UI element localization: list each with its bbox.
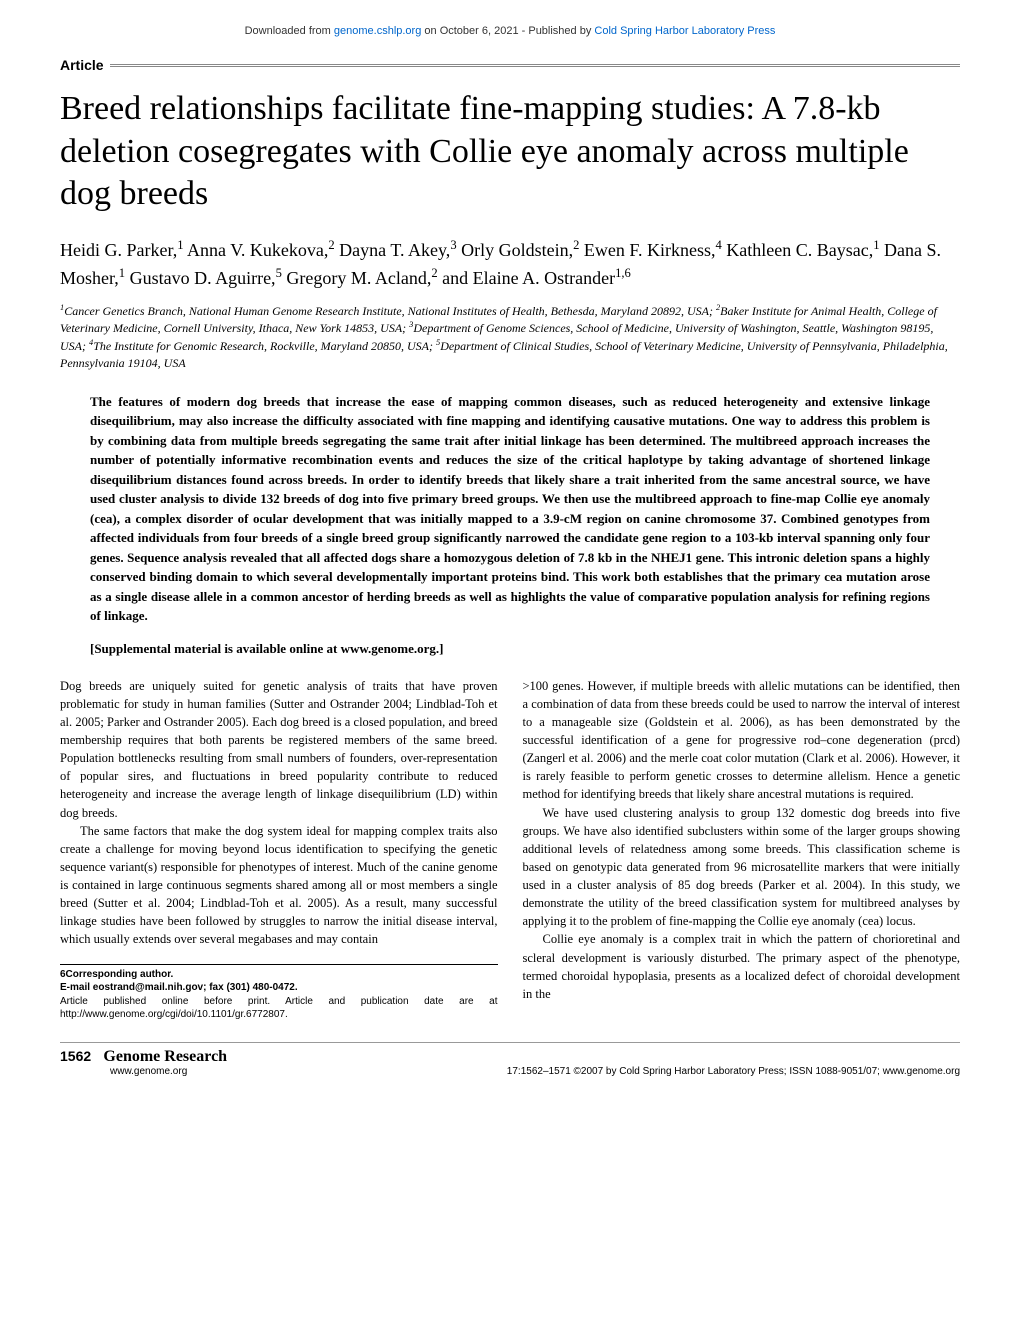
corresponding-author: 6Corresponding author. xyxy=(60,968,498,982)
footnotes: 6Corresponding author. E-mail eostrand@m… xyxy=(60,964,498,1022)
download-middle: on October 6, 2021 - Published by xyxy=(421,25,594,37)
body-p5: Collie eye anomaly is a complex trait in… xyxy=(523,930,961,1003)
download-link1[interactable]: genome.cshlp.org xyxy=(334,25,421,37)
corresponding-email: E-mail eostrand@mail.nih.gov; fax (301) … xyxy=(60,981,498,995)
publication-info: Article published online before print. A… xyxy=(60,995,498,1022)
body-columns: Dog breeds are uniquely suited for genet… xyxy=(60,677,960,1022)
body-p1: Dog breeds are uniquely suited for genet… xyxy=(60,677,498,822)
left-column: Dog breeds are uniquely suited for genet… xyxy=(60,677,498,1022)
download-bar: Downloaded from genome.cshlp.org on Octo… xyxy=(60,20,960,42)
page-number: 1562 xyxy=(60,1048,91,1064)
body-p3: >100 genes. However, if multiple breeds … xyxy=(523,677,961,804)
authors: Heidi G. Parker,1 Anna V. Kukekova,2 Day… xyxy=(60,236,960,292)
journal-url: www.genome.org xyxy=(110,1066,227,1077)
copyright: 17:1562–1571 ©2007 by Cold Spring Harbor… xyxy=(507,1066,960,1077)
abstract: The features of modern dog breeds that i… xyxy=(90,392,930,626)
body-p2: The same factors that make the dog syste… xyxy=(60,822,498,949)
affiliations: 1Cancer Genetics Branch, National Human … xyxy=(60,302,960,372)
article-label: Article xyxy=(60,57,960,73)
right-column: >100 genes. However, if multiple breeds … xyxy=(523,677,961,1022)
download-prefix: Downloaded from xyxy=(245,25,334,37)
supplemental-note: [Supplemental material is available onli… xyxy=(90,641,930,657)
page-title: Breed relationships facilitate fine-mapp… xyxy=(60,88,960,216)
page-footer: 1562 Genome Research www.genome.org 17:1… xyxy=(60,1042,960,1077)
download-link2[interactable]: Cold Spring Harbor Laboratory Press xyxy=(594,25,775,37)
footer-left: 1562 Genome Research www.genome.org xyxy=(60,1048,227,1077)
journal-name: Genome Research xyxy=(103,1048,227,1065)
body-p4: We have used clustering analysis to grou… xyxy=(523,804,961,931)
